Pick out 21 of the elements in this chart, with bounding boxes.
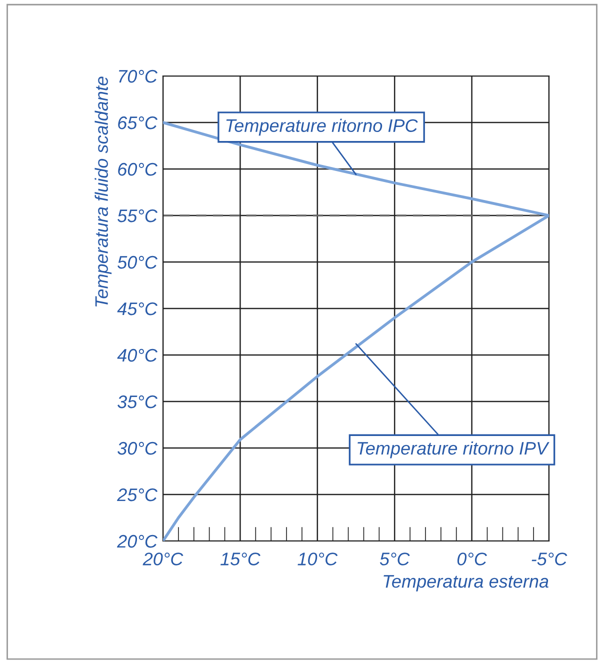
y-tick-label: 40°C: [117, 348, 158, 362]
x-tick-label: 0°C: [457, 552, 488, 566]
y-tick-label: 20°C: [116, 534, 158, 548]
y-tick-label: 30°C: [118, 442, 158, 455]
y-tick-label: 55°C: [118, 209, 158, 222]
annotation: Temperature ritorno IPC: [226, 118, 418, 136]
x-tick-label: 20°C: [142, 552, 184, 566]
y-tick-label: 25°C: [116, 488, 158, 502]
y-tick-label: 50°C: [118, 256, 158, 269]
y-tick-label: 45°C: [117, 302, 158, 316]
annotation: Temperature ritorno IPV: [358, 441, 550, 458]
y-axis-title: Temperatura fluido scaldante: [94, 76, 112, 307]
y-tick-label: 35°C: [118, 395, 158, 408]
y-tick-label: 65°C: [118, 116, 158, 130]
y-tick-label: 60°C: [118, 162, 158, 176]
y-tick-label: 70°C: [118, 70, 158, 83]
x-axis-title: Temperatura esterna: [384, 575, 548, 592]
x-tick-label: -5°C: [532, 552, 568, 566]
x-tick-label: 15°C: [220, 552, 260, 566]
x-tick-label: 5°C: [380, 552, 410, 566]
x-tick-label: 10°C: [298, 552, 338, 566]
